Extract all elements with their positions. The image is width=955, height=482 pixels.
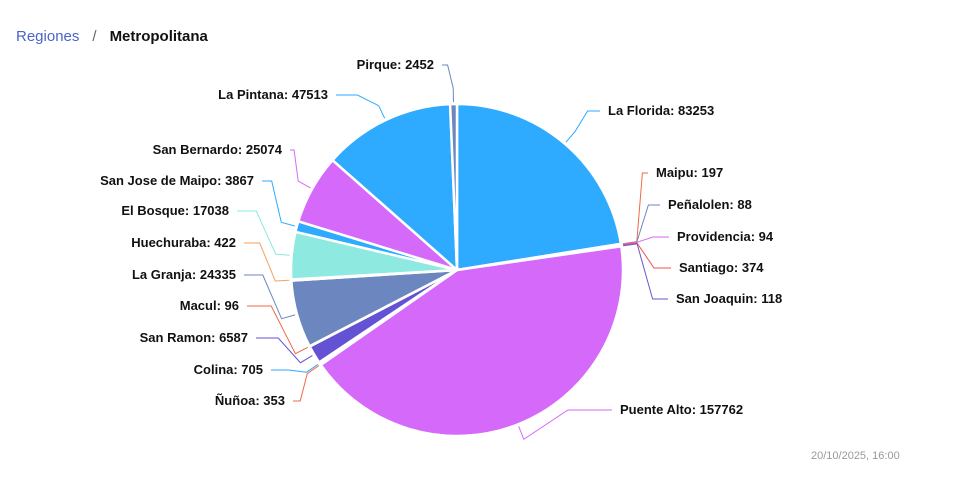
- slice-label-san-joaquin: San Joaquin: 118: [676, 291, 782, 306]
- breadcrumb-current-page: Metropolitana: [109, 28, 208, 45]
- slice-label-puente-alto: Puente Alto: 157762: [620, 402, 743, 417]
- leader-line-colina: [271, 363, 319, 373]
- leader-line-el-bosque: [237, 210, 290, 256]
- slice-label-el-bosque: El Bosque: 17038: [121, 203, 229, 218]
- leader-line-san-bernardo: [290, 149, 311, 189]
- slice-label-la-pintana: La Pintana: 47513: [218, 87, 328, 102]
- leader-line-la-pintana: [336, 94, 386, 119]
- pie-slice-pirque[interactable]: [448, 102, 459, 272]
- slice-label-providencia: Providencia: 94: [677, 229, 774, 244]
- slice-label-san-jose-de-maipo: San Jose de Maipo: 3867: [100, 173, 254, 188]
- breadcrumb-separator: /: [92, 28, 97, 45]
- pie-slice-puente-alto[interactable]: [319, 245, 625, 438]
- leader-line-la-granja: [244, 274, 296, 320]
- slice-label-nunoa: Ñuñoa: 353: [215, 393, 285, 408]
- leader-line-macul: [247, 305, 309, 355]
- last-updated-timestamp: 20/10/2025, 16:00: [811, 450, 900, 462]
- slice-label-macul: Macul: 96: [180, 298, 239, 313]
- slice-label-colina: Colina: 705: [194, 362, 263, 377]
- slice-label-maipu: Maipu: 197: [656, 165, 723, 180]
- leader-line-nunoa: [293, 365, 320, 402]
- pie-slices: [289, 102, 625, 438]
- leader-line-penalolen: [622, 204, 660, 245]
- leader-line-san-jose-de-maipo: [262, 180, 296, 227]
- breadcrumb-link-regiones[interactable]: Regiones: [16, 28, 80, 45]
- slice-labels: La Florida: 83253 Maipu: 197 Peñalolen: 88…: [100, 57, 782, 417]
- leader-line-providencia: [622, 236, 669, 245]
- pie-slice-la-pintana[interactable]: [331, 102, 459, 272]
- pie-slice-la-florida[interactable]: [455, 102, 623, 272]
- slice-label-la-florida: La Florida: 83253: [608, 103, 714, 118]
- slice-label-huechuraba: Huechuraba: 422: [131, 235, 236, 250]
- slice-label-san-bernardo: San Bernardo: 25074: [153, 142, 283, 157]
- slice-label-santiago: Santiago: 374: [679, 260, 764, 275]
- breadcrumb: Regiones / Metropolitana: [16, 28, 208, 45]
- slice-label-san-ramon: San Ramon: 6587: [140, 330, 248, 345]
- slice-label-penalolen: Peñalolen: 88: [668, 197, 752, 212]
- leader-line-huechuraba: [244, 242, 290, 282]
- leader-line-pirque: [442, 64, 454, 103]
- leader-line-santiago: [623, 242, 671, 269]
- leader-line-maipu: [622, 172, 648, 245]
- leader-line-san-joaquin: [623, 243, 668, 300]
- leader-lines: [237, 64, 671, 441]
- slice-label-pirque: Pirque: 2452: [357, 57, 434, 72]
- leader-line-puente-alto: [518, 409, 612, 441]
- leader-line-san-ramon: [256, 337, 313, 364]
- slice-label-la-granja: La Granja: 24335: [132, 267, 236, 282]
- leader-line-la-florida: [565, 110, 600, 143]
